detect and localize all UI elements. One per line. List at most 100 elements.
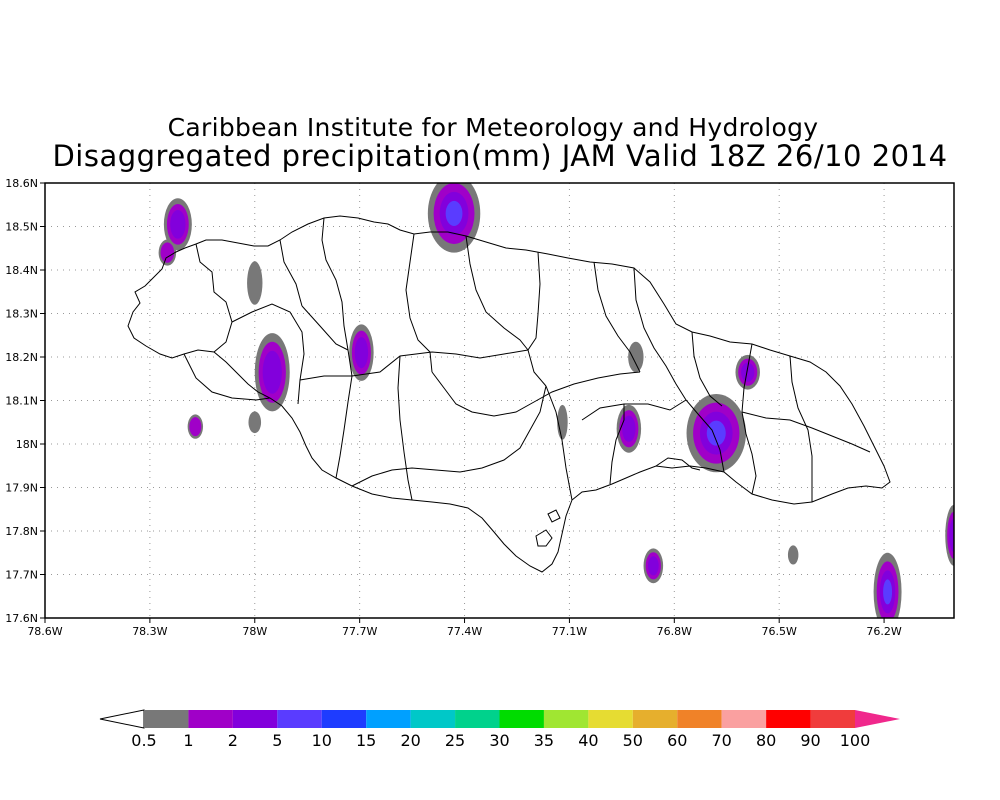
precip-contour (787, 545, 799, 565)
y-tick-label: 17.9N (5, 482, 38, 495)
legend-color-box (632, 710, 678, 728)
x-tick-label: 76.2W (866, 625, 901, 638)
precip-contour (622, 415, 636, 442)
legend-label: 15 (356, 731, 376, 750)
x-tick-label: 78W (242, 625, 267, 638)
x-tick-label: 77.1W (552, 625, 587, 638)
y-tick-label: 18.6N (5, 177, 38, 190)
precip-contour (247, 261, 263, 305)
legend-color-box (410, 710, 456, 728)
precip-contour (647, 556, 659, 576)
map-title: Caribbean Institute for Meteorology and … (167, 113, 819, 142)
legend-label: 60 (667, 731, 687, 750)
parish-boundary (741, 411, 871, 453)
legend-label: 100 (840, 731, 871, 750)
legend-label: 30 (489, 731, 509, 750)
parish-boundary (299, 349, 529, 381)
parish-boundary (231, 303, 305, 405)
axis-ticks: 78.6W 78.3W 78W 77.7W 77.4W 77.1W 76.8W 76.5W 76… (5, 177, 902, 638)
parish-boundary (397, 355, 413, 501)
parish-boundary (633, 267, 725, 473)
precip-contour (445, 200, 463, 226)
parish-boundary (593, 261, 641, 373)
parish-boundary (321, 217, 353, 479)
legend-color-box (321, 710, 367, 728)
legend-label: 80 (756, 731, 776, 750)
precip-contour (248, 411, 262, 434)
legend-label: 2 (228, 731, 238, 750)
precip-contour (949, 518, 954, 553)
map-subtitle: Disaggregated precipitation(mm) JAM Vali… (52, 139, 948, 173)
x-tick-label: 78.3W (132, 625, 167, 638)
legend-label: 20 (400, 731, 420, 750)
jamaica-coastline (127, 215, 891, 573)
y-tick-label: 18.1N (5, 395, 38, 408)
legend-color-box (721, 710, 767, 728)
legend-color-box (144, 710, 189, 728)
legend-arrow-high (855, 710, 900, 728)
parish-boundary (351, 385, 547, 487)
legend-color-box (766, 710, 811, 728)
x-tick-label: 76.8W (657, 625, 692, 638)
legend-label: 50 (623, 731, 643, 750)
y-tick-label: 17.6N (5, 612, 38, 625)
precip-contour (628, 341, 644, 373)
legend-label: 0.5 (131, 731, 156, 750)
legend-color-box (277, 710, 322, 728)
legend-label: 5 (272, 731, 282, 750)
legend-label: 70 (712, 731, 732, 750)
parish-boundary (691, 331, 723, 407)
precip-contour (262, 350, 282, 394)
y-tick-label: 18.3N (5, 308, 38, 321)
parish-boundary (195, 243, 233, 353)
legend-label: 10 (312, 731, 332, 750)
legend-arrow-low (99, 709, 145, 729)
y-tick-label: 17.7N (5, 569, 38, 582)
precip-contour (160, 242, 175, 263)
islet-outline (547, 509, 561, 523)
legend-color-box (232, 710, 278, 728)
harbour-outline (655, 457, 701, 471)
parish-boundary (545, 385, 573, 501)
plot-area (45, 183, 954, 618)
precip-contour (170, 209, 186, 239)
jamaica-outline (127, 215, 891, 573)
parish-boundary (279, 239, 303, 307)
parish-boundary (789, 355, 813, 502)
islet-outline (535, 529, 553, 547)
legend-label: 90 (800, 731, 820, 750)
legend-color-box (366, 710, 411, 728)
precip-contour (354, 337, 369, 369)
legend-color-box (499, 710, 544, 728)
legend-label: 35 (534, 731, 554, 750)
y-tick-label: 18N (16, 438, 38, 451)
y-tick-label: 18.2N (5, 351, 38, 364)
legend-color-box (188, 710, 233, 728)
legend-color-box (810, 710, 855, 728)
x-tick-label: 76.5W (762, 625, 797, 638)
precip-contour (740, 362, 755, 382)
y-tick-label: 17.8N (5, 525, 38, 538)
precip-contour (706, 420, 726, 446)
legend-color-box (455, 710, 500, 728)
grid-lines (45, 183, 954, 618)
parish-boundary (609, 404, 625, 485)
legend-color-box (677, 710, 722, 728)
parish-boundary (527, 251, 547, 387)
precip-contour (189, 417, 202, 437)
parish-boundary (741, 343, 757, 495)
legend-label: 40 (578, 731, 598, 750)
x-tick-label: 77.4W (447, 625, 482, 638)
parish-boundary (431, 371, 641, 417)
y-tick-label: 18.4N (5, 264, 38, 277)
legend-color-box (588, 710, 633, 728)
parish-boundary (301, 305, 349, 351)
precipitation-cells (158, 183, 954, 618)
parish-boundary (465, 235, 529, 351)
y-tick-label: 18.5N (5, 221, 38, 234)
x-tick-label: 78.6W (27, 625, 62, 638)
parish-boundary (581, 399, 687, 421)
precip-contour (883, 579, 893, 605)
